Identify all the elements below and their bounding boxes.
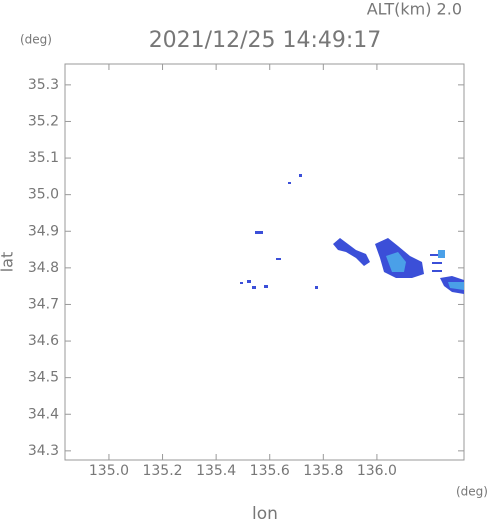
altitude-label: ALT(km) 2.0 <box>367 0 462 19</box>
y-tick-label: 34.9 <box>28 223 59 239</box>
radar-echoes <box>240 174 464 294</box>
x-tick-label: 136.0 <box>357 463 397 479</box>
y-tick-label: 34.7 <box>28 296 59 312</box>
y-tick-label: 35.0 <box>28 187 59 203</box>
y-axis-label: lat <box>0 252 17 273</box>
y-tick-label: 35.1 <box>28 150 59 166</box>
y-tick-label: 34.6 <box>28 333 59 349</box>
y-tick-label: 35.3 <box>28 77 59 93</box>
x-unit: (deg) <box>456 485 488 499</box>
plot-frame <box>64 63 465 461</box>
x-tick-label: 135.4 <box>196 463 236 479</box>
x-tick-label: 135.6 <box>250 463 290 479</box>
y-tick-label: 34.8 <box>28 260 59 276</box>
chart-title: 2021/12/25 14:49:17 <box>149 28 382 53</box>
y-tick-label: 34.5 <box>28 370 59 386</box>
x-tick-label: 135.2 <box>142 463 182 479</box>
y-unit: (deg) <box>20 33 52 47</box>
x-tick-label: 135.0 <box>89 463 129 479</box>
x-axis-label: lon <box>252 504 278 521</box>
y-tick-label: 35.2 <box>28 113 59 129</box>
y-tick-label: 34.4 <box>28 406 59 422</box>
x-tick-label: 135.8 <box>303 463 343 479</box>
y-tick-label: 34.3 <box>28 443 59 459</box>
